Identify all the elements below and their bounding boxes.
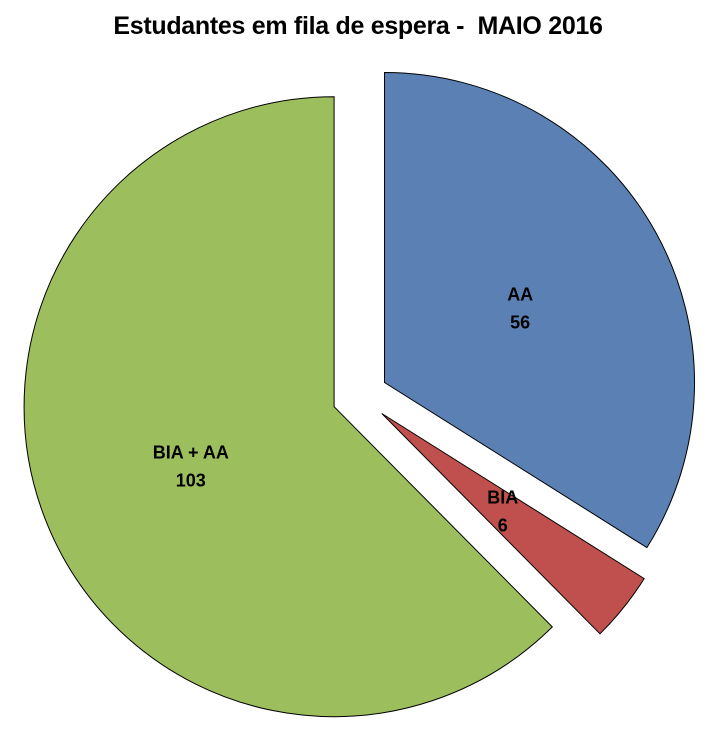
- chart-title: Estudantes em fila de espera - MAIO 2016: [113, 12, 603, 40]
- slice-label-aa: AA 56: [507, 285, 533, 333]
- slice-label-bia: BIA 6: [487, 488, 518, 536]
- pie-slice-bia[interactable]: [381, 413, 645, 635]
- slice-label-bia-aa: BIA + AA 103: [153, 443, 229, 491]
- pie-slice-aa[interactable]: [384, 71, 696, 549]
- pie-slice-bia-aa[interactable]: [23, 96, 554, 718]
